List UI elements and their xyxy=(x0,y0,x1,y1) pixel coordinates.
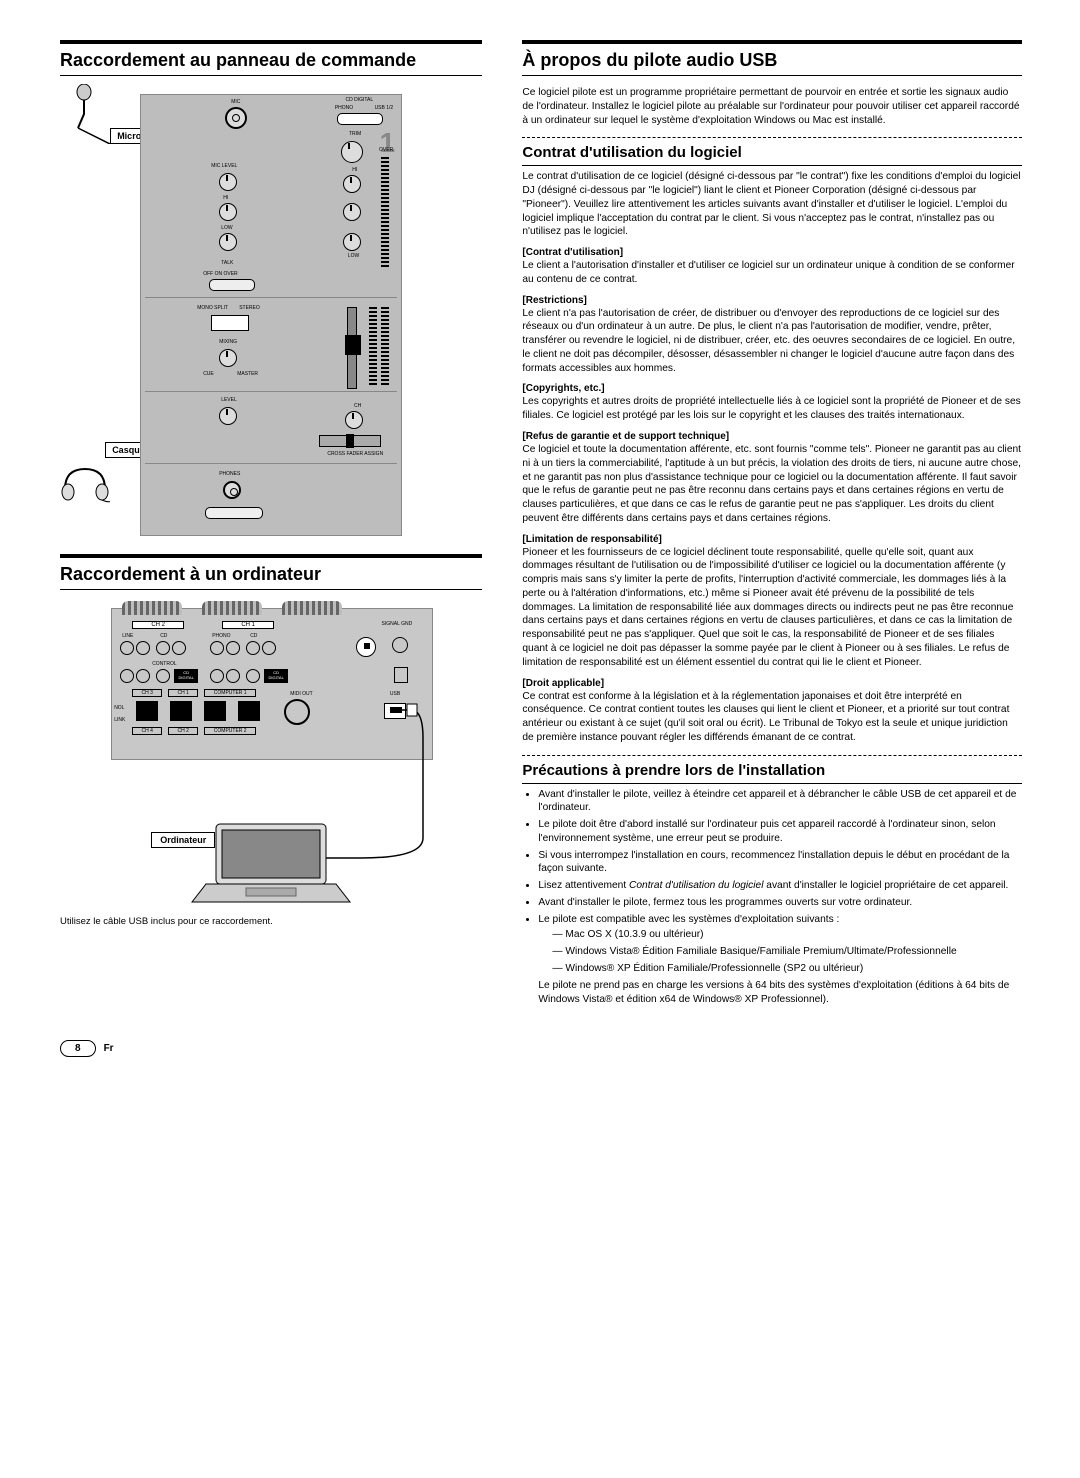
para-copyrights: Les copyrights et autres droits de propr… xyxy=(522,395,1021,423)
list-item: Le pilote doit être d'abord installé sur… xyxy=(538,818,1021,846)
para-liability: Pioneer et les fournisseurs de ce logici… xyxy=(522,546,1021,670)
laptop-icon: Ordinateur xyxy=(111,820,431,910)
subhead-restrictions: [Restrictions] xyxy=(522,295,1021,306)
heading-install-precautions: Précautions à prendre lors de l'installa… xyxy=(522,762,1021,784)
label-ordinateur: Ordinateur xyxy=(151,832,215,848)
caption-usb-cable: Utilisez le câble USB inclus pour ce rac… xyxy=(60,916,482,929)
heading-about-usb-driver: À propos du pilote audio USB xyxy=(522,48,1021,75)
mixer-panel: MIC CD DIGITAL PHONO USB 1/2 1 TRIM OVER… xyxy=(140,94,402,536)
language-code: Fr xyxy=(104,1043,114,1054)
headphone-icon xyxy=(60,464,110,504)
contract-intro: Le contrat d'utilisation de ce logiciel … xyxy=(522,170,1021,239)
precautions-list: Avant d'installer le pilote, veillez à é… xyxy=(522,788,1021,1007)
subhead-liability: [Limitation de responsabilité] xyxy=(522,534,1021,545)
para-restrictions: Le client n'a pas l'autorisation de crée… xyxy=(522,307,1021,376)
page-footer: 8 Fr xyxy=(60,1040,1020,1057)
microphone-icon xyxy=(70,84,110,144)
heading-raccordement-commande: Raccordement au panneau de commande xyxy=(60,48,482,75)
subhead-copyrights: [Copyrights, etc.] xyxy=(522,383,1021,394)
page-number: 8 xyxy=(75,1043,81,1054)
list-item: Si vous interrompez l'installation en co… xyxy=(538,849,1021,877)
list-item: Lisez attentivement Contrat d'utilisatio… xyxy=(538,879,1021,893)
list-item: Mac OS X (10.3.9 ou ultérieur) xyxy=(552,928,1021,942)
subhead-applicable-law: [Droit applicable] xyxy=(522,678,1021,689)
os-sublist: Mac OS X (10.3.9 ou ultérieur) Windows V… xyxy=(538,928,1021,975)
para-warranty: Ce logiciel et toute la documentation af… xyxy=(522,443,1021,526)
para-contract: Le client a l'autorisation d'installer e… xyxy=(522,259,1021,287)
heading-raccordement-ordinateur: Raccordement à un ordinateur xyxy=(60,562,482,589)
list-item: Windows Vista® Édition Familiale Basique… xyxy=(552,945,1021,959)
list-item: Windows® XP Édition Familiale/Profession… xyxy=(552,962,1021,976)
list-item: Avant d'installer le pilote, veillez à é… xyxy=(538,788,1021,816)
diagram-control-panel: Microphones Casques d'écoute MIC CD DIGI… xyxy=(60,94,482,536)
subhead-contract: [Contrat d'utilisation] xyxy=(522,247,1021,258)
intro-paragraph: Ce logiciel pilote est un programme prop… xyxy=(522,86,1021,127)
para-applicable-law: Ce contrat est conforme à la législation… xyxy=(522,690,1021,745)
subhead-warranty: [Refus de garantie et de support techniq… xyxy=(522,431,1021,442)
mixer-rear-panel: CH 2 CH 1 SIGNAL GND LINE CD PHONO CD xyxy=(111,608,433,760)
heading-license-agreement: Contrat d'utilisation du logiciel xyxy=(522,144,1021,166)
list-item: Le pilote est compatible avec les systèm… xyxy=(538,913,1021,1007)
list-item: Avant d'installer le pilote, fermez tous… xyxy=(538,896,1021,910)
diagram-computer-connection: CH 2 CH 1 SIGNAL GND LINE CD PHONO CD xyxy=(60,608,482,908)
